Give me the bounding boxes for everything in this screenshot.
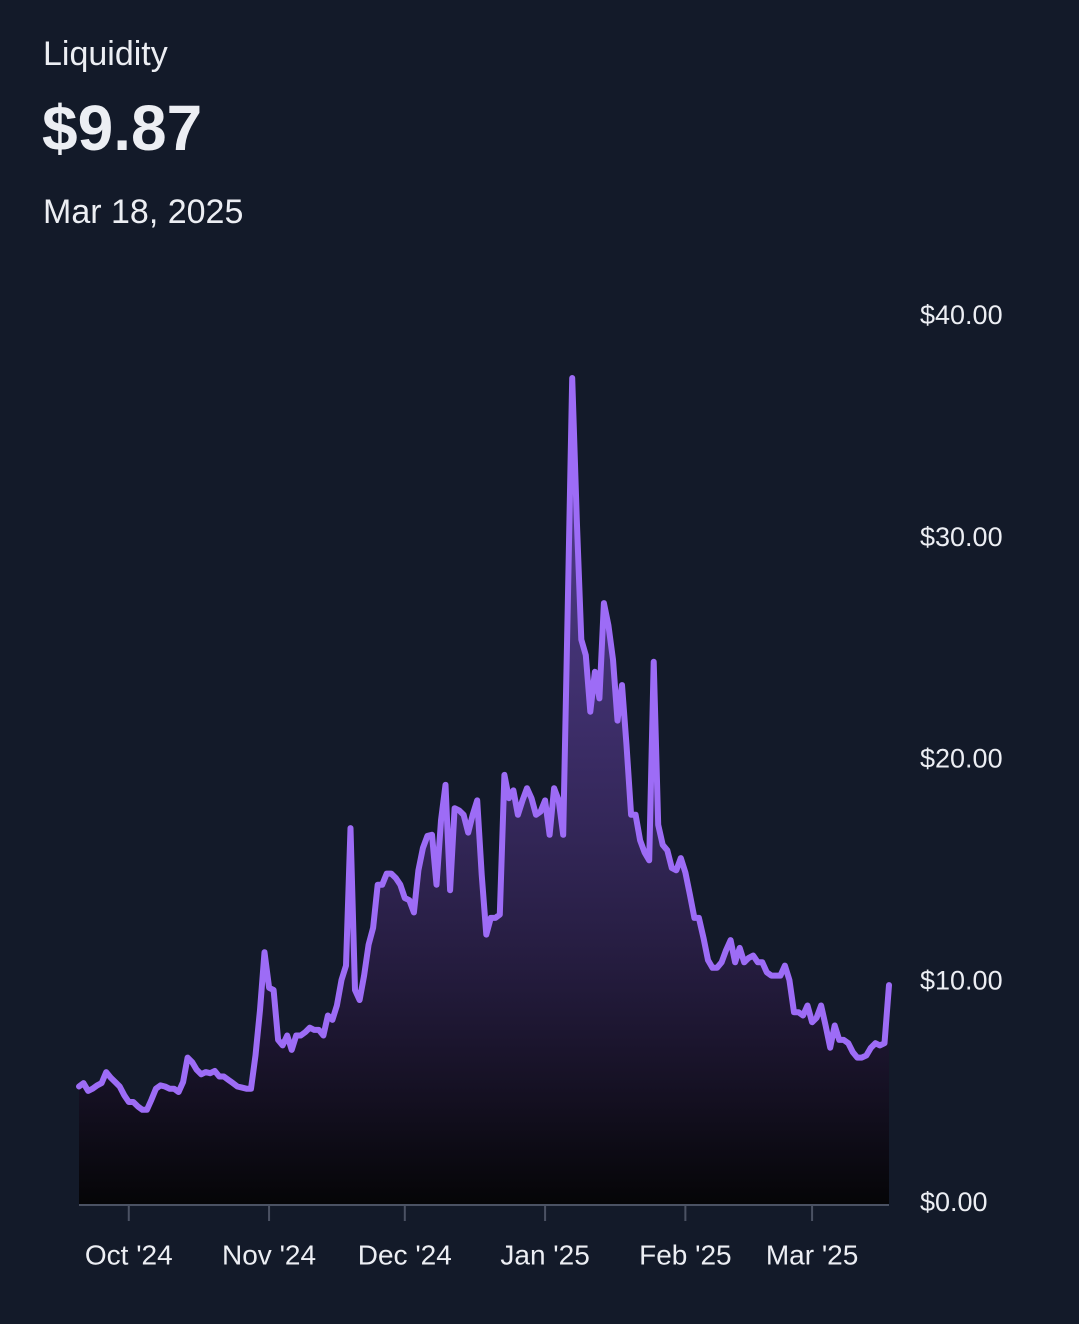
y-tick-label: $10.00 xyxy=(920,965,1003,995)
header-value: $9.87 xyxy=(42,92,202,164)
x-tick-label: Oct '24 xyxy=(85,1239,173,1270)
header-date: Mar 18, 2025 xyxy=(43,193,243,231)
area xyxy=(79,378,889,1204)
y-tick-label: $0.00 xyxy=(920,1187,988,1217)
header-title: Liquidity xyxy=(43,35,168,73)
x-tick-label: Feb '25 xyxy=(639,1239,732,1270)
x-tick-label: Mar '25 xyxy=(766,1239,859,1270)
x-tick-label: Jan '25 xyxy=(500,1239,589,1270)
y-tick-label: $20.00 xyxy=(920,744,1003,774)
y-tick-label: $40.00 xyxy=(920,300,1003,330)
x-tick-label: Dec '24 xyxy=(358,1239,452,1270)
x-tick-label: Nov '24 xyxy=(222,1239,316,1270)
y-tick-label: $30.00 xyxy=(920,522,1003,552)
line xyxy=(76,375,892,1113)
